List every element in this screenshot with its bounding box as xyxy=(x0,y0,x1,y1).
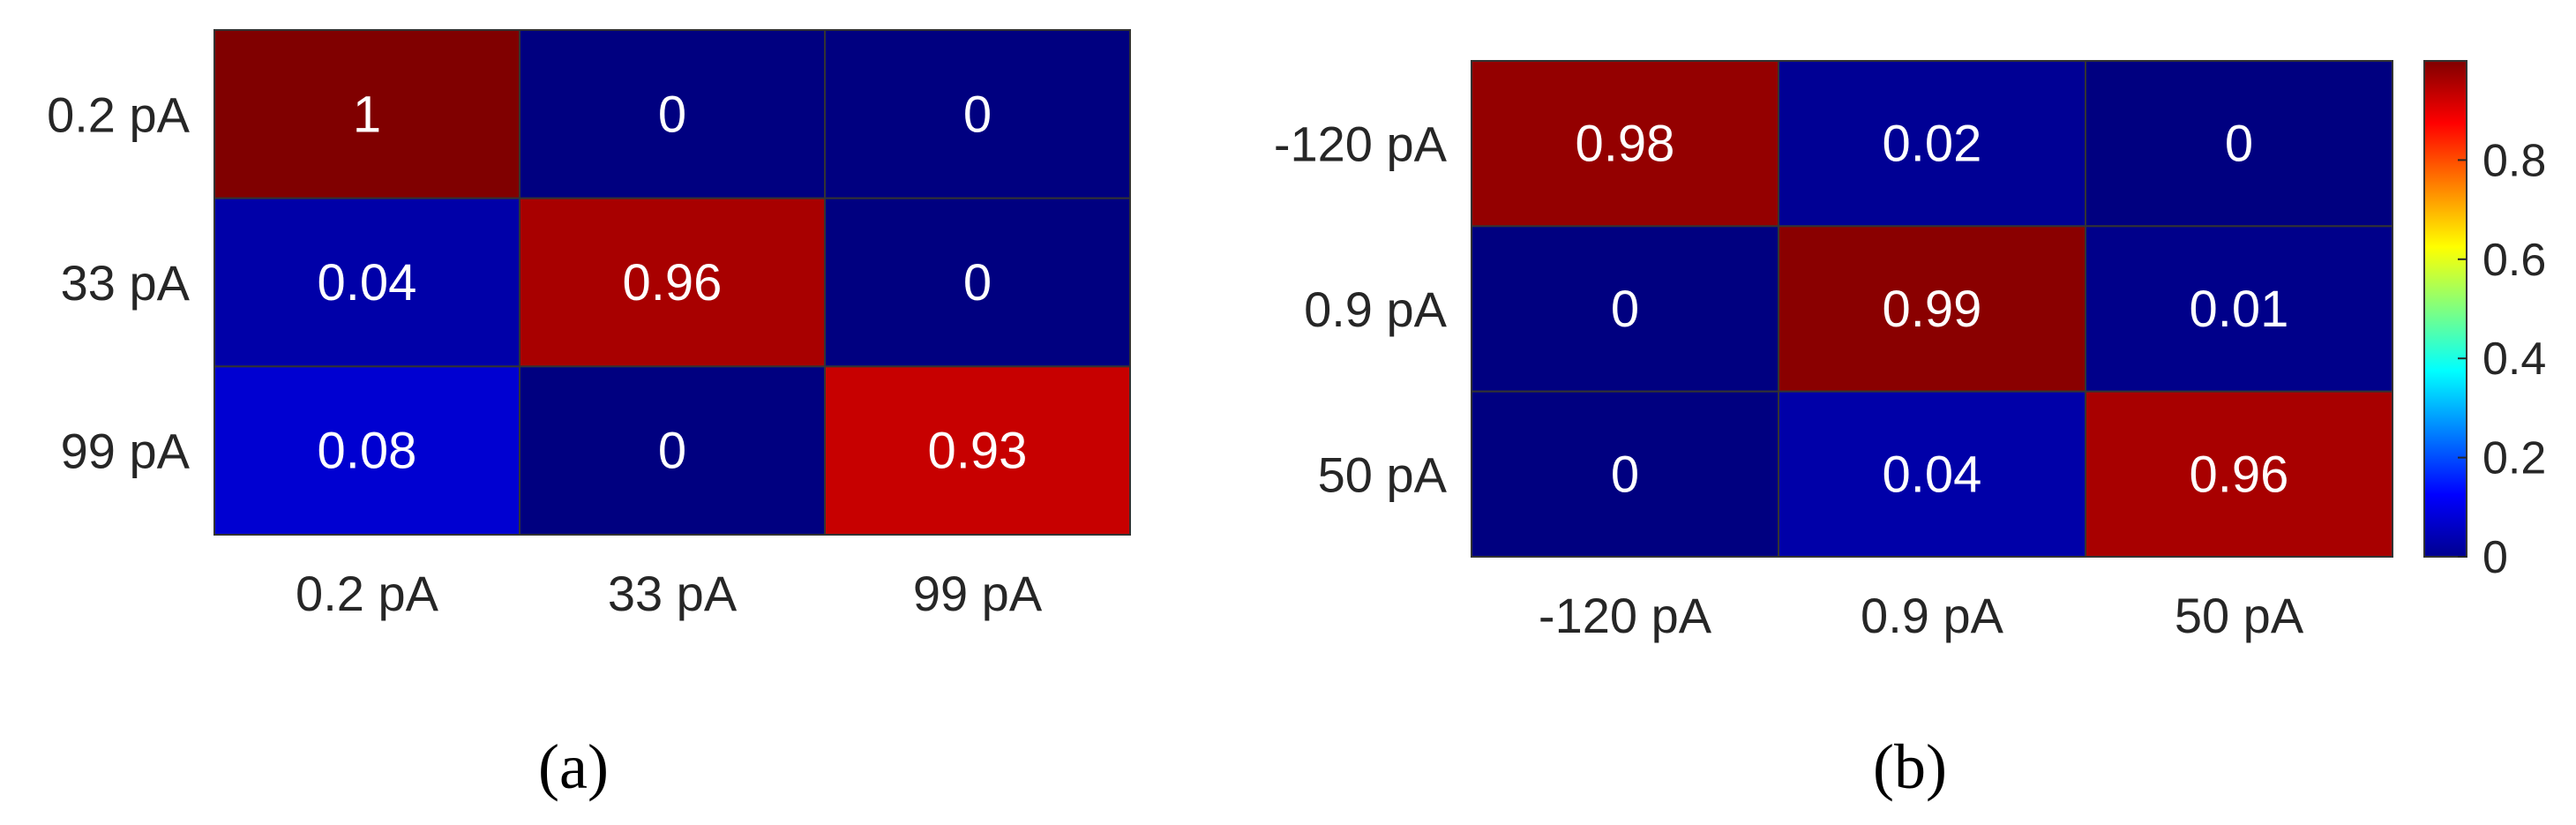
heatmap-cell xyxy=(2085,225,2393,393)
heatmap-cell xyxy=(2085,390,2393,558)
cell-value-label: 1 xyxy=(353,86,381,143)
column-tick-label: -120 pA xyxy=(1539,588,1712,643)
heatmap-cell xyxy=(1778,60,2086,228)
cell-value-label: 0.93 xyxy=(928,423,1028,480)
panel-label-b: (b) xyxy=(1873,731,1947,802)
colorbar-tick-label: 0 xyxy=(2482,532,2508,583)
cell-value-label: 0 xyxy=(1611,281,1639,338)
row-tick-label: -120 pA xyxy=(1274,116,1448,172)
heatmap-cell xyxy=(213,197,520,368)
colorbar-tick-label: 0.8 xyxy=(2482,135,2546,186)
heatmap-cell xyxy=(824,197,1131,368)
row-tick-label: 33 pA xyxy=(61,255,191,311)
cell-value-label: 0.98 xyxy=(1576,116,1675,173)
column-tick-label: 99 pA xyxy=(913,566,1043,621)
cell-value-label: 0 xyxy=(1611,446,1639,503)
cell-value-label: 0.04 xyxy=(318,254,417,311)
cell-value-label: 0.02 xyxy=(1883,116,1982,173)
column-tick-label: 0.9 pA xyxy=(1861,588,2004,643)
cell-value-label: 0 xyxy=(963,86,992,143)
cell-value-label: 0.01 xyxy=(2190,281,2289,338)
heatmap-frame xyxy=(213,29,1131,536)
cell-value-label: 0.96 xyxy=(623,254,723,311)
heatmap-cell xyxy=(519,365,826,536)
row-tick-label: 99 pA xyxy=(61,424,191,479)
cell-value-label: 0 xyxy=(658,86,686,143)
heatmap-cell xyxy=(1778,225,2086,393)
heatmap-cell xyxy=(519,197,826,368)
colorbar-gradient xyxy=(2423,60,2467,558)
colorbar: 0 0.2 0.4 0.6 0.8 xyxy=(2423,60,2546,583)
colorbar-tick-label: 0.4 xyxy=(2482,334,2546,385)
column-tick-label: 50 pA xyxy=(2175,588,2304,643)
colorbar-tick-label: 0.2 xyxy=(2482,433,2546,484)
heatmap-panel-a: 1 0 0 0.04 0.96 0 0.08 0 0.93 0.2 pA 33 pA 99 pA 0.2… xyxy=(47,29,1131,621)
heatmap-cell xyxy=(519,29,826,199)
cell-value-label: 0.04 xyxy=(1883,446,1982,503)
cell-value-label: 0 xyxy=(2225,116,2253,173)
heatmap-panel-b: 0.98 0.02 0 0 0.99 0.01 0 0.04 0.96 -120 pA 0.9 pA… xyxy=(1274,60,2393,643)
column-tick-label: 33 pA xyxy=(608,566,738,621)
cell-value-label: 0.99 xyxy=(1883,281,1982,338)
cell-value-label: 0 xyxy=(658,423,686,480)
heatmap-cell xyxy=(1471,60,1779,228)
panel-label-a: (a) xyxy=(538,731,609,802)
heatmap-cell xyxy=(1471,390,1779,558)
heatmap-cell xyxy=(1778,390,2086,558)
heatmap-frame xyxy=(1471,60,2393,558)
heatmap-cell xyxy=(2085,60,2393,228)
cell-value-label: 0.96 xyxy=(2190,446,2289,503)
row-tick-label: 50 pA xyxy=(1318,446,1448,502)
column-tick-label: 0.2 pA xyxy=(296,566,439,621)
cell-value-label: 0.08 xyxy=(318,423,417,480)
heatmap-cell xyxy=(1471,225,1779,393)
cell-value-label: 0 xyxy=(963,254,992,311)
heatmap-cell xyxy=(213,29,520,199)
row-tick-label: 0.2 pA xyxy=(47,86,191,142)
colorbar-tick-label: 0.6 xyxy=(2482,235,2546,286)
row-tick-label: 0.9 pA xyxy=(1304,281,1448,337)
